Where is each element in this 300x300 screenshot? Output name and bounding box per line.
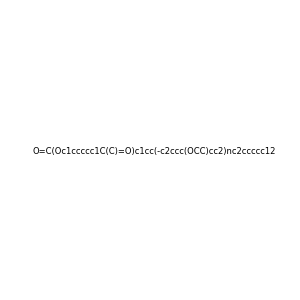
Text: O=C(Oc1ccccc1C(C)=O)c1cc(-c2ccc(OCC)cc2)nc2ccccc12: O=C(Oc1ccccc1C(C)=O)c1cc(-c2ccc(OCC)cc2)…: [32, 147, 275, 156]
